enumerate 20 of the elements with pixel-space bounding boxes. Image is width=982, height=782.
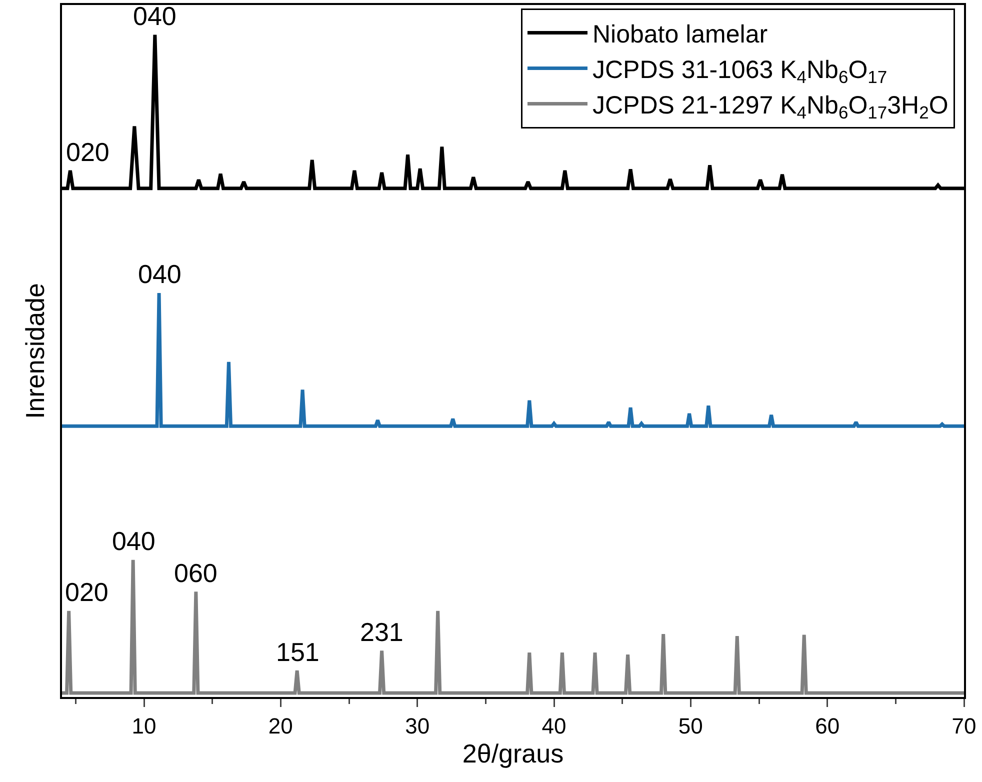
y-axis-title: Inrensidade	[20, 283, 50, 419]
x-tick-label: 50	[678, 713, 703, 738]
x-axis-title: 2θ/graus	[462, 738, 564, 768]
x-tick-label: 70	[952, 713, 976, 738]
annotation: 040	[138, 259, 182, 289]
legend-label: Niobato lamelar	[592, 20, 768, 48]
annotation: 060	[174, 558, 218, 588]
text: JCPDS 21-1297 K$_{4}$Nb$_{6}$O$_{17}$3H$_{2}$O	[592, 91, 948, 123]
legend-label: JCPDS 31-1063 K$_{4}$Nb$_{6}$O$_{17}$	[592, 56, 888, 88]
annotation: 231	[360, 617, 404, 647]
annotation: 020	[66, 137, 110, 167]
x-tick-label: 10	[132, 713, 156, 738]
annotation: 151	[276, 637, 320, 667]
x-tick-label: 30	[405, 713, 430, 738]
x-tick-label: 40	[542, 713, 566, 738]
annotation: 040	[112, 526, 156, 556]
x-tick-label: 20	[268, 713, 293, 738]
x-tick-label: 60	[815, 713, 840, 738]
annotation: 040	[133, 1, 176, 31]
annotation: 020	[65, 577, 108, 607]
